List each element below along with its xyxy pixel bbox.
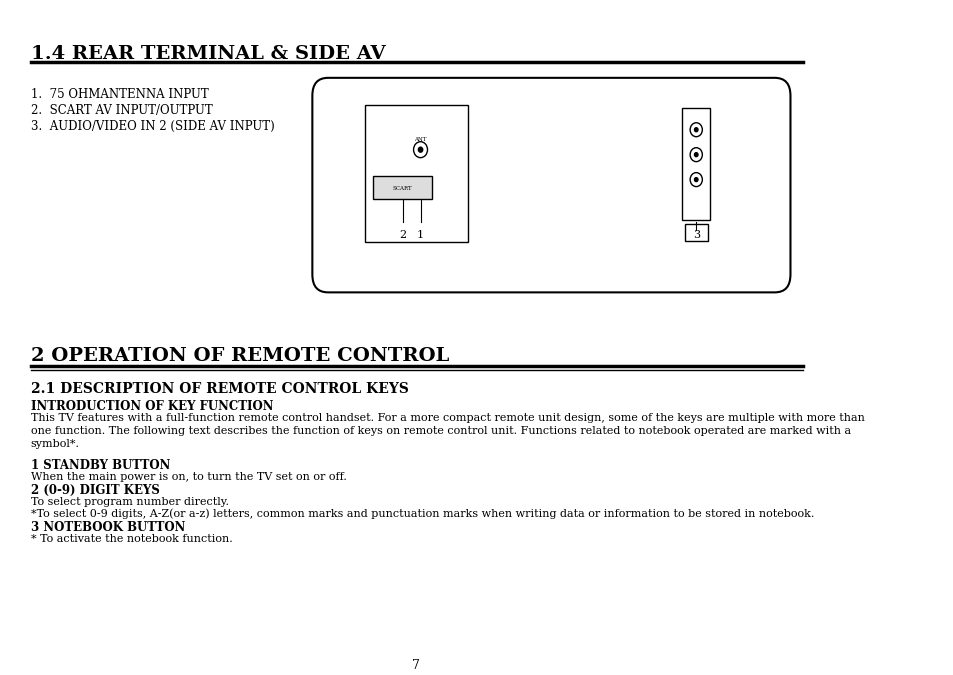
Bar bbox=[364, 105, 467, 242]
Text: When the main power is on, to turn the TV set on or off.: When the main power is on, to turn the T… bbox=[30, 472, 346, 482]
FancyBboxPatch shape bbox=[312, 78, 790, 292]
Text: 3.  AUDIO/VIDEO IN 2 (SIDE AV INPUT): 3. AUDIO/VIDEO IN 2 (SIDE AV INPUT) bbox=[30, 119, 274, 133]
Text: symbol*.: symbol*. bbox=[30, 439, 79, 449]
Text: 1 STANDBY BUTTON: 1 STANDBY BUTTON bbox=[30, 459, 170, 472]
Text: 1: 1 bbox=[416, 230, 424, 240]
Text: To select program number directly.: To select program number directly. bbox=[30, 497, 229, 507]
Text: ANT: ANT bbox=[414, 137, 426, 142]
Circle shape bbox=[694, 128, 698, 132]
Text: SCART: SCART bbox=[393, 186, 412, 190]
Text: *To select 0-9 digits, A-Z(or a-z) letters, common marks and punctuation marks w: *To select 0-9 digits, A-Z(or a-z) lette… bbox=[30, 509, 813, 520]
Text: This TV features with a full-function remote control handset. For a more compact: This TV features with a full-function re… bbox=[30, 413, 863, 423]
Bar bbox=[681, 108, 709, 219]
Text: 3 NOTEBOOK BUTTON: 3 NOTEBOOK BUTTON bbox=[30, 521, 185, 534]
Text: 1.4 REAR TERMINAL & SIDE AV: 1.4 REAR TERMINAL & SIDE AV bbox=[30, 45, 385, 63]
Text: 3: 3 bbox=[692, 230, 700, 240]
Text: 2.  SCART AV INPUT/OUTPUT: 2. SCART AV INPUT/OUTPUT bbox=[30, 104, 213, 117]
Text: 2.1 DESCRIPTION OF REMOTE CONTROL KEYS: 2.1 DESCRIPTION OF REMOTE CONTROL KEYS bbox=[30, 382, 408, 396]
Text: INTRODUCTION OF KEY FUNCTION: INTRODUCTION OF KEY FUNCTION bbox=[30, 400, 273, 413]
Circle shape bbox=[694, 153, 698, 157]
Text: one function. The following text describes the function of keys on remote contro: one function. The following text describ… bbox=[30, 426, 850, 436]
Text: 2 (0-9) DIGIT KEYS: 2 (0-9) DIGIT KEYS bbox=[30, 484, 159, 497]
Text: 2 OPERATION OF REMOTE CONTROL: 2 OPERATION OF REMOTE CONTROL bbox=[30, 347, 448, 365]
Bar bbox=[373, 176, 432, 198]
Bar bbox=[684, 223, 707, 242]
Text: 2: 2 bbox=[398, 230, 406, 240]
Text: 7: 7 bbox=[412, 659, 419, 672]
Circle shape bbox=[694, 178, 698, 182]
Circle shape bbox=[418, 147, 422, 152]
Text: * To activate the notebook function.: * To activate the notebook function. bbox=[30, 534, 232, 544]
Text: 1.  75 OHMANTENNA INPUT: 1. 75 OHMANTENNA INPUT bbox=[30, 88, 208, 101]
